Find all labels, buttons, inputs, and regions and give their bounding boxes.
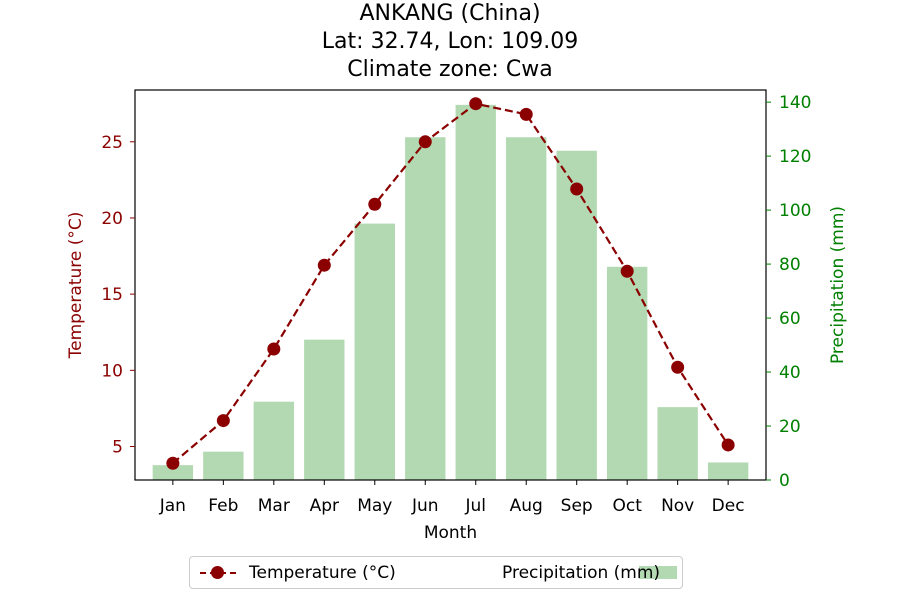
x-axis-label: Month xyxy=(424,523,477,543)
temperature-point-dec xyxy=(721,438,735,452)
temperature-point-may xyxy=(368,197,382,211)
left-tick-label-25: 25 xyxy=(101,133,123,153)
temperature-point-aug xyxy=(519,107,533,121)
temperature-point-feb xyxy=(216,414,230,428)
chart-title-line-2: Lat: 32.74, Lon: 109.09 xyxy=(321,29,579,54)
legend-precipitation-label: Precipitation (mm) xyxy=(502,563,661,583)
temperature-point-mar xyxy=(267,342,281,356)
precipitation-bar-apr xyxy=(304,339,345,480)
precipitation-bar-dec xyxy=(707,462,749,480)
precipitation-bar-oct xyxy=(606,266,648,480)
temperature-point-apr xyxy=(317,258,331,272)
precipitation-bar-sep xyxy=(556,150,597,481)
temperature-point-jul xyxy=(469,97,483,111)
precipitation-bar-jun xyxy=(405,137,446,481)
temperature-point-oct xyxy=(620,264,634,278)
left-tick-label-15: 15 xyxy=(101,285,123,305)
right-tick-label-20: 20 xyxy=(779,417,801,437)
temperature-point-jan xyxy=(166,456,180,470)
left-tick-label-20: 20 xyxy=(101,209,123,229)
left-tick-label-5: 5 xyxy=(112,437,123,457)
right-tick-label-140: 140 xyxy=(779,93,811,113)
x-tick-label-dec: Dec xyxy=(712,496,745,516)
right-tick-label-120: 120 xyxy=(779,147,811,167)
legend-temperature-marker-swatch xyxy=(211,566,224,579)
x-tick-label-feb: Feb xyxy=(208,496,238,516)
x-tick-label-jun: Jun xyxy=(411,496,439,516)
left-axis-label: Temperature (°C) xyxy=(66,212,86,360)
precipitation-bar-mar xyxy=(253,401,295,480)
x-tick-label-may: May xyxy=(357,496,392,516)
x-tick-label-apr: Apr xyxy=(310,496,339,516)
right-tick-label-80: 80 xyxy=(779,255,801,275)
precipitation-bar-may xyxy=(354,223,395,480)
right-tick-label-40: 40 xyxy=(779,363,801,383)
chart-title-line-1: ANKANG (China) xyxy=(359,1,541,26)
x-tick-label-jul: Jul xyxy=(464,496,486,516)
right-tick-label-100: 100 xyxy=(779,201,811,221)
precipitation-bar-nov xyxy=(657,407,698,480)
precipitation-bar-jul xyxy=(455,104,496,480)
legend-temperature-label: Temperature (°C) xyxy=(249,563,396,583)
x-tick-label-mar: Mar xyxy=(258,496,290,516)
temperature-point-sep xyxy=(570,182,584,196)
temperature-point-jun xyxy=(418,135,432,149)
temperature-point-nov xyxy=(671,360,685,374)
x-tick-label-aug: Aug xyxy=(510,496,543,516)
temperature-line xyxy=(172,102,730,465)
right-tick-label-60: 60 xyxy=(779,309,801,329)
chart-title-line-3: Climate zone: Cwa xyxy=(347,57,553,82)
x-tick-label-oct: Oct xyxy=(612,496,642,516)
chart-legend: Temperature (°C) Precipitation (mm) xyxy=(189,556,683,589)
right-axis-label: Precipitation (mm) xyxy=(828,206,848,364)
precipitation-bar-aug xyxy=(506,137,547,481)
legend-precipitation-swatch xyxy=(639,566,677,579)
precipitation-bar-feb xyxy=(203,451,244,480)
right-tick-label-0: 0 xyxy=(779,471,790,491)
x-tick-label-nov: Nov xyxy=(661,496,694,516)
left-tick-label-10: 10 xyxy=(101,361,123,381)
x-tick-label-sep: Sep xyxy=(561,496,593,516)
plot-frame xyxy=(134,89,767,481)
x-tick-label-jan: Jan xyxy=(159,496,186,516)
precipitation-bar-jan xyxy=(152,465,194,480)
